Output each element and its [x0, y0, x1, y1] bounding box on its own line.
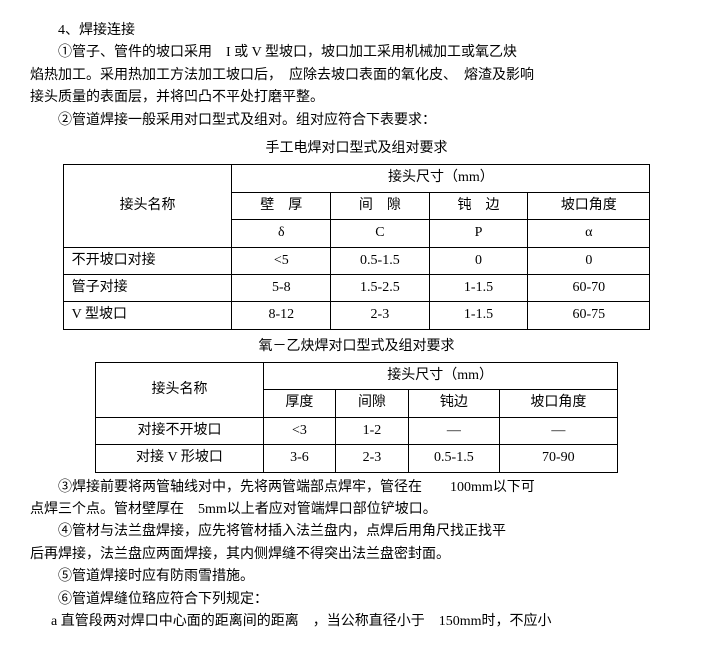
- para-1-line2: 焰热加工。采用热加工方法加工坡口后， 应除去坡口表面的氧化皮、 熔渣及影响: [30, 65, 683, 87]
- para-5: ⑤管道焊接时应有防雨雪措施。: [30, 566, 683, 588]
- para-4-line1: ④管材与法兰盘焊接，应先将管材插入法兰盘内，点焊后用角尺找正找平: [30, 521, 683, 543]
- para-1-line1: ①管子、管件的坡口采用 I 或 V 型坡口，坡口加工采用机械加工或氧乙炔: [30, 42, 683, 64]
- t2-r0-c0: 对接不开坡口: [96, 417, 263, 444]
- t2-col-3: 坡口角度: [500, 390, 618, 417]
- t1-r0-c3: 0: [429, 247, 528, 274]
- t2-r1-c3: 0.5-1.5: [408, 445, 499, 472]
- t2-r1-c4: 70-90: [500, 445, 618, 472]
- table1-caption: 手工电焊对口型式及组对要求: [30, 138, 683, 160]
- t1-r2-c2: 2-3: [331, 302, 430, 329]
- t1-r1-c3: 1-1.5: [429, 274, 528, 301]
- t1-r1-c4: 60-70: [528, 274, 650, 301]
- t1-r1-c1: 5-8: [232, 274, 331, 301]
- para-3-line2: 点焊三个点。管材壁厚在 5mm以上者应对管端焊口部位铲坡口。: [30, 499, 683, 521]
- t2-r1-c0: 对接 V 形坡口: [96, 445, 263, 472]
- t1-r0-c2: 0.5-1.5: [331, 247, 430, 274]
- section-heading: 4、焊接连接: [30, 20, 683, 42]
- para-1-line3: 接头质量的表面层，并将凹凸不平处打磨平整。: [30, 87, 683, 109]
- t1-sym-2: P: [429, 220, 528, 247]
- table-welding-manual: 接头名称 接头尺寸（mm） 壁 厚 间 隙 钝 边 坡口角度 δ C P α 不…: [63, 164, 651, 329]
- t1-sym-3: α: [528, 220, 650, 247]
- table-row: V 型坡口 8-12 2-3 1-1.5 60-75: [63, 302, 650, 329]
- t2-r0-c2: 1-2: [336, 417, 409, 444]
- table-welding-oxyacetylene: 接头名称 接头尺寸（mm） 厚度 间隙 钝边 坡口角度 对接不开坡口 <3 1-…: [95, 362, 617, 473]
- t1-r1-c2: 1.5-2.5: [331, 274, 430, 301]
- t1-col-2: 钝 边: [429, 192, 528, 219]
- t2-col-2: 钝边: [408, 390, 499, 417]
- t2-col-1: 间隙: [336, 390, 409, 417]
- t1-sym-0: δ: [232, 220, 331, 247]
- t1-r0-c4: 0: [528, 247, 650, 274]
- para-6: ⑥管道焊缝位臵应符合下列规定：: [30, 589, 683, 611]
- t2-r1-c2: 2-3: [336, 445, 409, 472]
- para-6a: a 直管段两对焊口中心面的距离间的距离 ，当公称直径小于 150mm时，不应小: [30, 611, 683, 633]
- table-row: 对接不开坡口 <3 1-2 — —: [96, 417, 617, 444]
- t2-r1-c1: 3-6: [263, 445, 336, 472]
- t2-col-0: 厚度: [263, 390, 336, 417]
- t1-r2-c3: 1-1.5: [429, 302, 528, 329]
- t1-r0-c0: 不开坡口对接: [63, 247, 232, 274]
- t2-r0-c3: —: [408, 417, 499, 444]
- table-row: 管子对接 5-8 1.5-2.5 1-1.5 60-70: [63, 274, 650, 301]
- t2-r0-c4: —: [500, 417, 618, 444]
- para-3-line1: ③焊接前要将两管轴线对中，先将两管端部点焊牢，管径在 100mm以下可: [30, 477, 683, 499]
- t1-rowhead: 接头名称: [63, 165, 232, 247]
- t1-grouphead: 接头尺寸（mm）: [232, 165, 650, 192]
- t1-r2-c4: 60-75: [528, 302, 650, 329]
- t1-r2-c0: V 型坡口: [63, 302, 232, 329]
- t1-col-1: 间 隙: [331, 192, 430, 219]
- t1-r2-c1: 8-12: [232, 302, 331, 329]
- t2-grouphead: 接头尺寸（mm）: [263, 363, 617, 390]
- t2-r0-c1: <3: [263, 417, 336, 444]
- t1-r0-c1: <5: [232, 247, 331, 274]
- t1-r1-c0: 管子对接: [63, 274, 232, 301]
- table2-caption: 氧－乙炔焊对口型式及组对要求: [30, 336, 683, 358]
- para-4-line2: 后再焊接，法兰盘应两面焊接，其内侧焊缝不得突出法兰盘密封面。: [30, 544, 683, 566]
- t2-rowhead: 接头名称: [96, 363, 263, 418]
- t1-col-0: 壁 厚: [232, 192, 331, 219]
- t1-col-3: 坡口角度: [528, 192, 650, 219]
- para-2: ②管道焊接一般采用对口型式及组对。组对应符合下表要求：: [30, 110, 683, 132]
- t1-sym-1: C: [331, 220, 430, 247]
- table-row: 不开坡口对接 <5 0.5-1.5 0 0: [63, 247, 650, 274]
- table-row: 对接 V 形坡口 3-6 2-3 0.5-1.5 70-90: [96, 445, 617, 472]
